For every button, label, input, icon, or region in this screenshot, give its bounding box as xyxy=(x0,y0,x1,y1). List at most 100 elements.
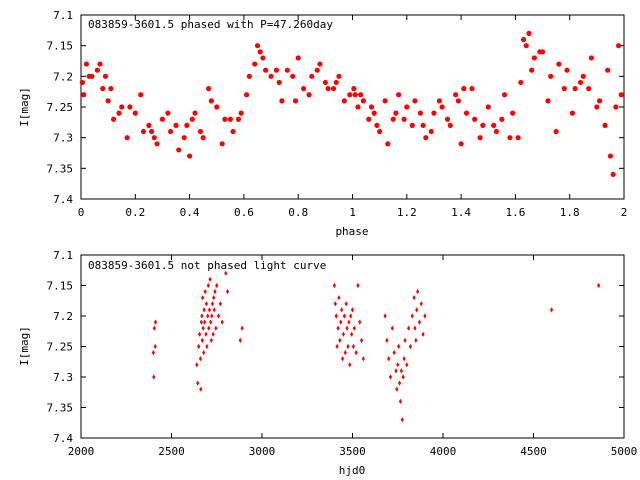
data-point xyxy=(398,398,403,404)
data-point xyxy=(138,92,144,98)
data-point xyxy=(548,73,554,79)
data-point xyxy=(102,73,109,79)
data-point xyxy=(355,104,361,110)
data-point xyxy=(401,116,407,122)
data-point xyxy=(204,331,208,337)
data-point xyxy=(501,92,508,98)
data-point xyxy=(412,295,416,301)
data-point xyxy=(510,110,516,116)
data-point xyxy=(526,30,532,36)
data-point xyxy=(393,110,399,116)
data-point xyxy=(402,356,406,362)
data-point xyxy=(377,128,383,135)
data-point xyxy=(461,86,467,92)
data-point xyxy=(390,325,394,331)
data-points xyxy=(79,30,624,178)
x-tick-label: 4500 xyxy=(520,445,547,458)
data-point xyxy=(100,86,106,92)
data-point xyxy=(360,98,366,104)
data-point xyxy=(359,337,364,343)
data-point xyxy=(206,86,212,92)
data-point xyxy=(211,331,215,337)
data-point xyxy=(334,313,338,319)
data-point xyxy=(356,282,360,289)
data-point xyxy=(132,110,138,116)
data-point xyxy=(417,319,422,325)
data-point xyxy=(140,128,147,135)
data-point xyxy=(580,73,586,79)
data-point xyxy=(94,67,100,73)
data-point xyxy=(350,307,355,313)
data-point xyxy=(212,295,216,301)
data-point xyxy=(306,92,312,98)
data-point xyxy=(197,128,204,135)
data-point xyxy=(395,386,399,392)
data-point xyxy=(301,86,307,92)
data-point xyxy=(332,282,336,289)
data-point xyxy=(336,325,340,331)
data-point xyxy=(485,104,491,110)
data-point xyxy=(347,92,353,98)
data-point xyxy=(235,116,242,122)
x-tick-label: 0 xyxy=(78,206,85,219)
data-point xyxy=(385,141,391,147)
data-point xyxy=(213,289,217,295)
data-point xyxy=(385,337,389,343)
data-point xyxy=(119,104,125,110)
data-point xyxy=(252,61,258,67)
data-point xyxy=(403,337,407,343)
data-points xyxy=(151,270,601,423)
x-tick-label: 1.4 xyxy=(451,206,471,219)
data-point xyxy=(110,116,117,122)
data-point xyxy=(394,368,398,374)
data-point xyxy=(325,86,331,92)
x-tick-label: 1.8 xyxy=(560,206,580,219)
data-point xyxy=(341,98,347,104)
data-point xyxy=(371,110,377,116)
data-point xyxy=(602,122,608,128)
data-point xyxy=(203,289,207,295)
y-axis-label: I[mag] xyxy=(18,326,31,366)
data-point xyxy=(556,61,562,67)
data-point xyxy=(596,98,603,104)
data-point xyxy=(345,325,349,331)
data-point xyxy=(351,343,356,350)
data-point xyxy=(499,116,505,122)
data-point xyxy=(401,374,405,380)
data-point xyxy=(167,128,174,135)
data-point xyxy=(366,116,372,122)
data-point xyxy=(618,92,624,98)
data-point xyxy=(159,116,166,122)
data-point xyxy=(176,147,182,153)
data-point xyxy=(201,325,205,331)
data-point xyxy=(417,110,423,116)
data-point xyxy=(240,325,244,331)
data-point xyxy=(337,295,341,301)
data-point xyxy=(343,350,347,356)
chart-title: 083859-3601.5 not phased light curve xyxy=(88,259,326,272)
data-point xyxy=(230,128,236,135)
data-point xyxy=(407,325,411,331)
data-point xyxy=(197,343,201,350)
data-point xyxy=(405,362,409,368)
data-point xyxy=(392,350,396,356)
data-point xyxy=(348,362,352,368)
data-point xyxy=(214,104,220,110)
data-point xyxy=(396,92,402,98)
data-point xyxy=(199,386,203,392)
data-point xyxy=(518,79,524,86)
data-point xyxy=(586,86,592,92)
data-point xyxy=(408,343,413,350)
x-tick-label: 3500 xyxy=(339,445,366,458)
data-point xyxy=(105,98,111,104)
data-point xyxy=(214,325,218,331)
data-point xyxy=(399,368,403,374)
y-tick-label: 7.3 xyxy=(53,132,73,145)
data-point xyxy=(309,73,315,79)
data-point xyxy=(421,331,425,337)
data-point xyxy=(523,43,529,49)
y-tick-label: 7.15 xyxy=(47,280,74,293)
data-point xyxy=(588,55,595,61)
data-point xyxy=(419,301,423,307)
